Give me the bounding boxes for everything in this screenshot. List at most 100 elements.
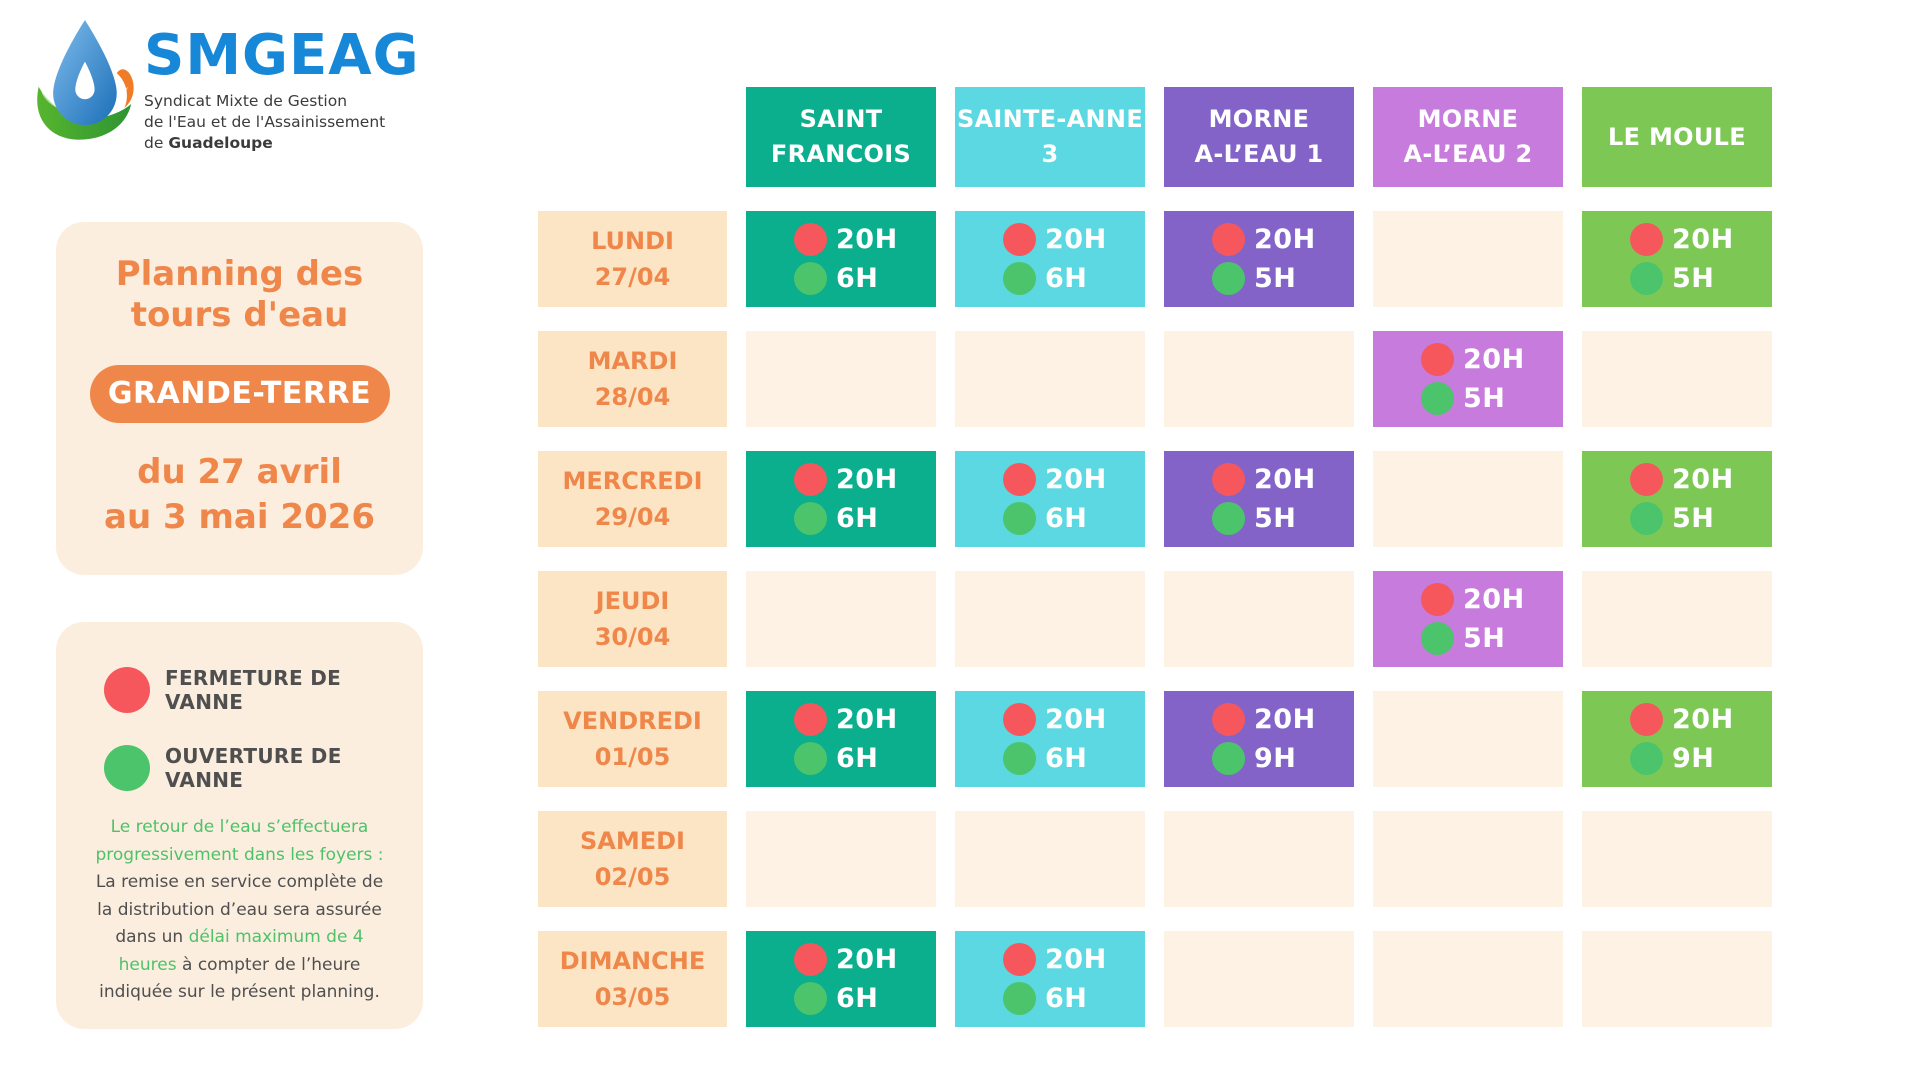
schedule-cell-empty-morne-a-leau-2 xyxy=(1373,931,1563,1027)
close-dot-icon xyxy=(1212,703,1245,736)
schedule-cell-empty-saint-francois xyxy=(746,811,936,907)
schedule-cell-saint-francois: 20H 6H xyxy=(746,931,936,1027)
column-header-line2: 3 xyxy=(1041,140,1059,168)
column-header-line2: A-L’EAU 1 xyxy=(1194,140,1324,168)
close-dot-icon xyxy=(794,703,827,736)
title-panel: Planning des tours d'eau GRANDE-TERRE du… xyxy=(56,222,423,575)
close-dot-icon xyxy=(1421,343,1454,376)
valve-open-slot: 6H xyxy=(794,502,936,535)
column-header-line1: MORNE xyxy=(1208,105,1310,134)
open-dot-icon xyxy=(794,982,827,1015)
time-label: 6H xyxy=(836,743,879,774)
schedule-cell-empty-le-moule xyxy=(1582,931,1772,1027)
column-header-line2: FRANCOIS xyxy=(770,140,912,168)
valve-close-slot: 20H xyxy=(1630,463,1772,496)
day-name: MERCREDI xyxy=(562,467,703,495)
time-label: 20H xyxy=(1672,464,1734,495)
day-label-mardi: MARDI 28/04 xyxy=(538,331,727,427)
time-label: 20H xyxy=(836,464,898,495)
valve-open-slot: 6H xyxy=(794,982,936,1015)
valve-close-slot: 20H xyxy=(1421,343,1563,376)
valve-open-slot: 6H xyxy=(1003,502,1145,535)
day-label-lundi: LUNDI 27/04 xyxy=(538,211,727,307)
valve-open-slot: 5H xyxy=(1421,382,1563,415)
valve-close-slot: 20H xyxy=(1212,703,1354,736)
close-dot-icon xyxy=(794,463,827,496)
schedule-cell-morne-a-leau-1: 20H 5H xyxy=(1164,451,1354,547)
column-header-line2: A-L’EAU 2 xyxy=(1403,140,1533,168)
time-label: 20H xyxy=(1672,224,1734,255)
close-dot-icon xyxy=(1003,703,1036,736)
close-dot-icon xyxy=(794,223,827,256)
day-date: 01/05 xyxy=(594,743,671,771)
planning-title: Planning des tours d'eau xyxy=(56,254,423,337)
day-name: SAMEDI xyxy=(580,827,685,855)
valve-close-slot: 20H xyxy=(1003,223,1145,256)
open-dot-icon xyxy=(1630,262,1663,295)
legend-note-segment: délai maximum de 4 heures xyxy=(118,927,364,975)
schedule-cell-le-moule: 20H 5H xyxy=(1582,451,1772,547)
schedule-cell-empty-saint-francois xyxy=(746,571,936,667)
legend-note-segment: La remise en service complète de la dist… xyxy=(95,872,384,948)
time-label: 6H xyxy=(1045,503,1088,534)
open-dot-icon xyxy=(1212,742,1245,775)
close-dot-icon xyxy=(1003,223,1036,256)
time-label: 20H xyxy=(1045,464,1107,495)
period-line1: du 27 avril xyxy=(137,451,342,492)
open-dot-icon xyxy=(794,502,827,535)
close-dot-icon xyxy=(1212,463,1245,496)
time-label: 20H xyxy=(1463,584,1525,615)
day-date: 27/04 xyxy=(594,263,671,291)
time-label: 5H xyxy=(1463,623,1506,654)
time-label: 20H xyxy=(1045,704,1107,735)
time-label: 20H xyxy=(1254,224,1316,255)
day-label-dimanche: DIMANCHE 03/05 xyxy=(538,931,727,1027)
time-label: 20H xyxy=(836,944,898,975)
time-label: 5H xyxy=(1672,503,1715,534)
schedule-cell-sainte-anne-3: 20H 6H xyxy=(955,451,1145,547)
day-date: 30/04 xyxy=(594,623,671,651)
legend-label-ouverture: OUVERTURE DE VANNE xyxy=(165,744,342,792)
valve-close-slot: 20H xyxy=(1630,703,1772,736)
valve-close-slot: 20H xyxy=(794,223,936,256)
legend-item-fermeture: FERMETURE DE VANNE xyxy=(104,666,387,714)
legend-label-fermeture: FERMETURE DE VANNE xyxy=(165,666,342,714)
schedule-cell-empty-morne-a-leau-1 xyxy=(1164,571,1354,667)
schedule-cell-sainte-anne-3: 20H 6H xyxy=(955,691,1145,787)
open-dot-icon xyxy=(1212,262,1245,295)
period-line2: au 3 mai 2026 xyxy=(104,496,375,537)
schedule-cell-saint-francois: 20H 6H xyxy=(746,211,936,307)
legend-note-segment: Le retour de l’eau s’effectuera progress… xyxy=(95,817,384,865)
time-label: 20H xyxy=(1254,464,1316,495)
logo: SMGEAG Syndicat Mixte de Gestion de l'Ea… xyxy=(30,14,420,153)
day-name: DIMANCHE xyxy=(559,947,706,975)
valve-close-slot: 20H xyxy=(1630,223,1772,256)
time-label: 6H xyxy=(1045,743,1088,774)
day-date: 03/05 xyxy=(594,983,671,1011)
time-label: 6H xyxy=(836,263,879,294)
column-header-line1: SAINTE-ANNE xyxy=(956,105,1144,134)
open-dot-icon xyxy=(1003,982,1036,1015)
schedule-cell-saint-francois: 20H 6H xyxy=(746,691,936,787)
brand-subtitle-line1: Syndicat Mixte de Gestion xyxy=(144,92,348,110)
schedule-cell-empty-morne-a-leau-2 xyxy=(1373,451,1563,547)
time-label: 20H xyxy=(1463,344,1525,375)
time-label: 20H xyxy=(1045,224,1107,255)
time-label: 20H xyxy=(1672,704,1734,735)
time-label: 20H xyxy=(1045,944,1107,975)
time-label: 20H xyxy=(836,704,898,735)
open-dot-icon xyxy=(1630,742,1663,775)
column-header-sainte-anne-3: SAINTE-ANNE 3 xyxy=(955,87,1145,187)
valve-open-slot: 6H xyxy=(1003,982,1145,1015)
open-dot-icon xyxy=(1421,622,1454,655)
open-valve-dot-icon xyxy=(104,745,150,791)
open-dot-icon xyxy=(1003,742,1036,775)
open-dot-icon xyxy=(1421,382,1454,415)
time-label: 6H xyxy=(1045,983,1088,1014)
day-label-samedi: SAMEDI 02/05 xyxy=(538,811,727,907)
close-valve-dot-icon xyxy=(104,667,150,713)
day-name: LUNDI xyxy=(591,227,674,255)
schedule-cell-morne-a-leau-1: 20H 9H xyxy=(1164,691,1354,787)
